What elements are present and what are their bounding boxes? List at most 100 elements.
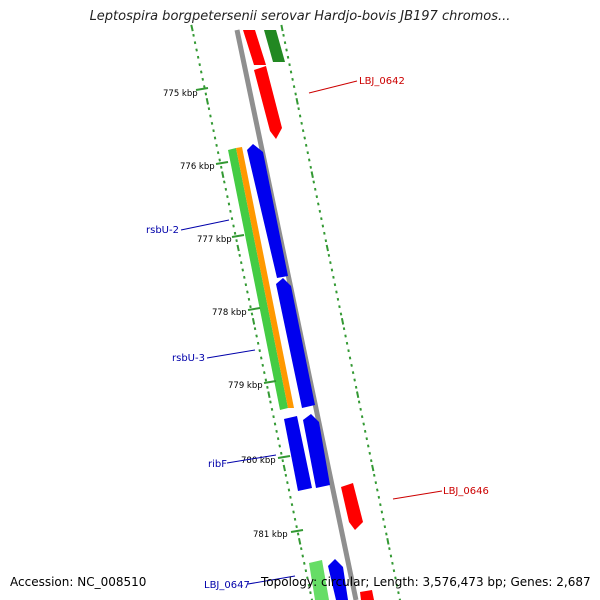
outer-tick-marks [280, 24, 402, 600]
tick-mark [280, 451, 283, 455]
tick-mark [227, 202, 231, 206]
tick-mark [243, 275, 246, 279]
tick-mark [213, 136, 217, 140]
tick-mark [298, 114, 302, 118]
tick-mark [201, 77, 204, 81]
tick-mark [380, 510, 384, 514]
tick-mark [253, 327, 257, 331]
tick-mark [385, 532, 388, 536]
tick-mark [221, 171, 225, 179]
tick-mark [204, 92, 208, 96]
tick-mark [330, 268, 334, 272]
tick-mark [315, 195, 319, 199]
tick-mark [356, 391, 360, 399]
gene-red-top-1[interactable] [243, 30, 266, 65]
tick-mark [291, 77, 294, 81]
tick-mark [270, 407, 274, 411]
scale-label-781: 781 kbp [253, 530, 288, 540]
tick-mark [344, 334, 347, 338]
scale-label-775: 775 kbp [163, 89, 198, 99]
gene-LBJ_0646[interactable] [341, 483, 363, 530]
gene-features [228, 30, 374, 600]
gene-label-ribF[interactable]: ribF [208, 459, 227, 470]
tick-mark [370, 459, 373, 463]
tick-mark [286, 55, 290, 59]
gene-rsbU-orange[interactable] [236, 147, 294, 408]
tick-mark [321, 224, 325, 228]
gene-label-LBJ_0642[interactable]: LBJ_0642 [359, 76, 405, 87]
tick-mark [320, 217, 323, 221]
tick-mark [281, 459, 284, 463]
gene-labels: LBJ_0642 rsbU-2 rsbU-3 ribF LBJ_0646 LBJ… [146, 76, 489, 591]
tick-mark [218, 158, 221, 162]
tick-mark [230, 217, 234, 221]
scale-labels: 775 kbp 776 kbp 777 kbp 778 kbp 779 kbp … [163, 87, 304, 540]
gene-green-bottom[interactable] [309, 560, 329, 600]
tick-mark [301, 554, 304, 558]
tick-mark [304, 143, 308, 147]
scale-label-778: 778 kbp [212, 308, 247, 318]
tick-mark [295, 525, 298, 529]
tick-mark [261, 363, 264, 367]
tick-mark [314, 187, 317, 191]
tick-mark [309, 165, 312, 169]
tick-mark [276, 437, 280, 441]
tick-mark [190, 24, 194, 32]
gene-blue-ribF-2[interactable] [303, 414, 330, 488]
tick-mark [255, 334, 258, 338]
tick-mark [374, 481, 378, 485]
tick-mark [203, 85, 206, 89]
gene-label-LBJ_0647[interactable]: LBJ_0647 [204, 580, 250, 591]
gene-darkgreen-top[interactable] [264, 30, 285, 62]
inner-tick-marks [190, 24, 314, 600]
gene-blue-bottom[interactable] [328, 559, 348, 600]
tick-mark [241, 268, 244, 272]
tick-mark [325, 244, 329, 252]
tick-mark [362, 422, 365, 426]
gene-LBJ_0642[interactable] [254, 66, 282, 139]
tick-mark [282, 464, 286, 472]
tick-mark [247, 297, 251, 301]
tick-mark [373, 473, 376, 477]
tick-mark [272, 415, 275, 419]
gene-label-LBJ_0646[interactable]: LBJ_0646 [443, 486, 489, 497]
tick-mark [324, 239, 328, 243]
tick-mark [289, 70, 293, 74]
tick-mark [312, 180, 315, 184]
tick-mark [238, 253, 241, 257]
tick-mark [289, 495, 292, 499]
tick-mark [345, 341, 349, 345]
tick-mark [224, 187, 228, 191]
tick-mark [232, 224, 235, 228]
tick-mark [351, 371, 355, 375]
tick-mark [292, 510, 295, 514]
tick-mark [367, 444, 370, 448]
gene-blue-ribF-1[interactable] [284, 416, 312, 491]
tick-mark [329, 261, 332, 265]
tick-mark [318, 209, 322, 213]
tick-mark [205, 97, 209, 105]
tick-mark [303, 561, 306, 565]
tick-mark [192, 33, 195, 37]
tick-mark [350, 363, 353, 367]
tick-mark [327, 253, 331, 257]
tick-mark [269, 400, 272, 404]
gene-blue-rsbU-2[interactable] [247, 144, 288, 278]
tick-mark [249, 305, 252, 309]
gene-red-bottom[interactable] [360, 590, 374, 600]
tick-mark [263, 371, 266, 375]
tick-mark [236, 244, 240, 252]
tick-mark [250, 312, 254, 316]
topology-stats-text: Topology: circular; Length: 3,576,473 bp… [261, 575, 591, 589]
tick-mark [365, 437, 368, 441]
tick-mark [275, 429, 278, 433]
gene-label-rsbU-3[interactable]: rsbU-3 [172, 353, 205, 364]
tick-mark [340, 317, 345, 325]
tick-mark [398, 598, 402, 600]
gene-label-leaders [180, 80, 443, 585]
gene-rsbU-green[interactable] [228, 148, 288, 410]
gene-blue-rsbU-3[interactable] [276, 278, 315, 408]
gene-label-rsbU-2[interactable]: rsbU-2 [146, 225, 179, 236]
tick-mark [306, 151, 309, 155]
tick-mark [347, 349, 350, 353]
